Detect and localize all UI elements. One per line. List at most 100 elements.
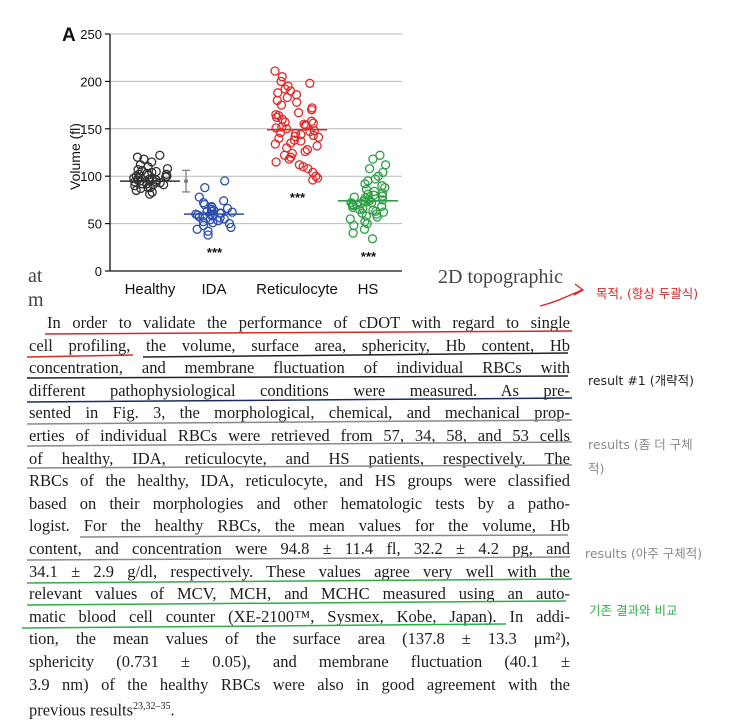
data-point (133, 164, 143, 175)
y-tick-label: 50 (88, 217, 102, 232)
data-point (194, 192, 204, 202)
body-paragraph: In order to validate the performance of … (29, 312, 570, 720)
text-fragment-right-1: 2D topographic (438, 266, 563, 288)
data-point (280, 117, 290, 127)
data-point (271, 109, 281, 120)
paragraph-line: 3.9 nm) of the healthy RBCs were also in… (29, 674, 570, 694)
data-point (361, 184, 372, 195)
data-point (198, 220, 209, 231)
data-point (270, 66, 280, 76)
data-point (303, 163, 313, 174)
data-point (277, 72, 287, 82)
data-point (380, 160, 391, 170)
data-point (155, 150, 165, 160)
text-fragment-left-2: m (28, 289, 44, 311)
significance-stars: *** (360, 249, 376, 264)
data-point (224, 218, 235, 229)
data-point (192, 210, 203, 220)
data-point (199, 199, 210, 210)
paragraph-line: In order to validate the performance of … (47, 313, 570, 332)
data-point (293, 108, 304, 118)
data-point (312, 141, 322, 151)
data-point (283, 81, 293, 91)
y-tick-label: 250 (80, 27, 102, 42)
data-point (368, 154, 378, 164)
data-point (222, 203, 233, 214)
text-fragment-left-1: at (28, 265, 43, 287)
significance-stars: *** (206, 245, 222, 260)
paragraph-line: 34.1 ± 2.9 g/dl, respectively. These val… (29, 561, 570, 581)
data-point (375, 150, 385, 160)
annotation-compare: 기존 결과와 비교 (589, 603, 678, 618)
data-point (139, 154, 149, 164)
data-point (360, 217, 370, 227)
data-point (364, 163, 375, 174)
data-point (220, 176, 230, 186)
data-point (367, 234, 378, 244)
paragraph-line: erties of individual RBCs were retrieved… (29, 425, 570, 445)
paragraph-line: previous results23,32–35. (29, 696, 570, 720)
data-point (307, 103, 317, 113)
data-point (377, 181, 387, 191)
paragraph-line: tion, the mean values of the surface are… (29, 629, 570, 649)
data-point (271, 157, 281, 167)
citation-superscript: 23,32–35 (133, 701, 171, 713)
paragraph-line: cell profiling, the volume, surface area… (29, 335, 570, 355)
paragraph-line: relevant values of MCV, MCH, and MCHC me… (29, 584, 570, 604)
data-point (280, 84, 290, 94)
x-tick-label: IDA (201, 281, 226, 298)
data-point (370, 174, 380, 184)
x-tick-label: Reticulocyte (256, 281, 338, 298)
data-point (306, 116, 317, 126)
data-point (312, 173, 323, 183)
data-point (151, 166, 161, 177)
data-point (305, 78, 315, 88)
paragraph-line: sphericity (0.731 ± 0.05), and membrane … (29, 651, 570, 671)
data-point (308, 118, 318, 128)
data-point (162, 163, 173, 174)
data-point (271, 123, 281, 133)
y-tick-label: 0 (95, 264, 102, 279)
paragraph-line: different pathophysiological conditions … (29, 380, 570, 400)
paragraph-end: . (170, 700, 175, 720)
paragraph-line: concentration, and membrane fluctuation … (29, 358, 570, 378)
y-axis-label: Volume (fl) (67, 123, 83, 190)
paragraph-line: matic blood cell counter (XE-2100™, Sysm… (29, 606, 570, 626)
annotation-purpose: 목적, (항상 두괄식) (596, 286, 699, 301)
data-point (203, 230, 213, 240)
data-point (296, 136, 306, 146)
data-point (302, 145, 313, 155)
paragraph-line: sented in Fig. 3, the morphological, che… (29, 403, 570, 423)
data-point (132, 152, 143, 162)
y-tick-label: 200 (80, 74, 102, 89)
annotation-results-3: results (아주 구체적) (585, 546, 703, 561)
data-point (313, 132, 324, 142)
annotation-results-2a: results (좀 더 구체 (588, 437, 693, 452)
data-point (203, 226, 213, 236)
data-point (294, 160, 305, 170)
paragraph-line: of healthy, IDA, reticulocyte, and HS pa… (29, 448, 570, 468)
x-tick-label: HS (358, 281, 379, 298)
paragraph-line: content, and concentration were 94.8 ± 1… (29, 538, 570, 558)
paragraph-line: logist. For the healthy RBCs, the mean v… (29, 516, 570, 536)
data-point (274, 133, 284, 143)
data-point (369, 190, 379, 200)
data-point (145, 189, 155, 199)
panel-label: A (62, 25, 76, 46)
significance-stars: *** (289, 190, 305, 205)
data-point (285, 86, 296, 96)
paragraph-line: RBCs of the healthy, IDA, reticulocyte, … (29, 471, 570, 491)
data-point (276, 76, 286, 87)
y-tick-label: 150 (80, 122, 102, 137)
paragraph-line-text: previous results (29, 700, 134, 720)
data-point (131, 185, 141, 196)
data-point (281, 124, 292, 134)
annotation-result-1: result #1 (개략적) (588, 373, 694, 388)
annotation-results-2b: 적) (588, 461, 605, 476)
paragraph-line: based on their morphologies and other he… (29, 493, 570, 513)
data-point (289, 135, 300, 145)
data-point (345, 214, 355, 224)
data-point (377, 201, 387, 212)
data-point (287, 148, 297, 159)
